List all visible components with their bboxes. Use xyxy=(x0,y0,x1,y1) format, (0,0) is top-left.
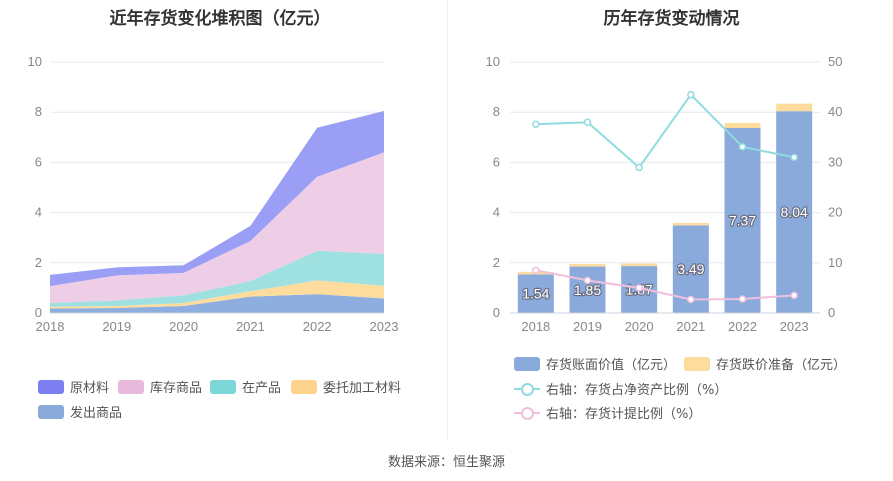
left-y-tick-label: 0 xyxy=(35,305,42,320)
line-point xyxy=(790,153,798,162)
legend-label: 右轴：存货占净资产比例（%） xyxy=(546,383,728,398)
left-x-tick-label: 2020 xyxy=(169,319,198,334)
right-y2-tick-label: 20 xyxy=(828,205,842,220)
right-y2-tick-label: 50 xyxy=(828,54,842,69)
line-point xyxy=(583,276,592,285)
right-y-tick-label: 8 xyxy=(493,104,500,119)
legend-label: 委托加工材料 xyxy=(323,381,402,396)
bar-impairment-provision xyxy=(621,263,658,267)
legend-swatch xyxy=(684,356,710,371)
legend-item[interactable]: 存货跌价准备（亿元） xyxy=(684,354,846,373)
left-x-tick-label: 2018 xyxy=(36,319,65,334)
area-series-原材料 xyxy=(50,110,384,287)
legend-label: 存货账面价值（亿元） xyxy=(546,358,677,373)
legend-swatch xyxy=(514,356,540,371)
line-point xyxy=(635,284,643,292)
legend-label: 原材料 xyxy=(70,381,110,396)
right-y-tick-label: 0 xyxy=(493,305,500,320)
right-chart-title: 历年存货变动情况 xyxy=(603,9,740,29)
legend-item[interactable]: 发出商品 xyxy=(38,402,122,421)
line-point xyxy=(687,90,695,99)
line-point xyxy=(532,266,540,275)
legend-swatch xyxy=(291,379,317,394)
legend-label: 发出商品 xyxy=(70,406,123,421)
right-x-tick-label: 2022 xyxy=(728,319,757,334)
area-series-发出商品 xyxy=(50,294,384,313)
bar-value-label: 8.04 xyxy=(781,204,808,220)
right-x-tick-label: 2023 xyxy=(780,319,809,334)
bar-inventory-value xyxy=(569,266,606,313)
legend-item[interactable]: 存货账面价值（亿元） xyxy=(514,354,676,373)
right-x-tick-label: 2021 xyxy=(676,319,705,334)
left-x-tick-label: 2019 xyxy=(102,319,131,334)
left-y-tick-label: 2 xyxy=(35,255,42,270)
right-y2-tick-label: 0 xyxy=(828,305,835,320)
right-x-tick-label: 2019 xyxy=(573,319,602,334)
right-y2-tick-label: 40 xyxy=(828,104,842,119)
area-series-库存商品 xyxy=(50,152,384,303)
bar-inventory-value xyxy=(724,128,761,313)
bar-inventory-value xyxy=(517,274,554,313)
legend-label: 库存商品 xyxy=(150,381,203,396)
panel-divider xyxy=(447,0,448,440)
left-x-tick-label: 2021 xyxy=(236,319,265,334)
legend-item[interactable]: 库存商品 xyxy=(118,377,202,396)
line-point xyxy=(687,295,695,304)
left-chart-title: 近年存货变化堆积图（亿元） xyxy=(109,9,331,29)
bar-value-label: 1.54 xyxy=(522,286,549,302)
data-source: 数据来源：恒生聚源 xyxy=(387,455,505,470)
legend-swatch xyxy=(38,379,64,394)
legend-label: 存货跌价准备（亿元） xyxy=(716,358,847,373)
left-y-tick-label: 6 xyxy=(35,154,42,169)
legend-swatch xyxy=(118,379,144,394)
legend-swatch xyxy=(210,379,236,394)
line-point xyxy=(583,118,592,126)
bar-impairment-provision xyxy=(776,103,813,112)
legend-item[interactable]: 原材料 xyxy=(38,377,109,396)
right-y-tick-label: 6 xyxy=(493,154,500,169)
line-point xyxy=(532,120,540,128)
line-point xyxy=(738,295,747,303)
left-x-tick-label: 2022 xyxy=(303,319,332,334)
bar-impairment-provision xyxy=(672,222,709,226)
line-point xyxy=(790,291,798,300)
right-y-tick-label: 2 xyxy=(493,255,500,270)
legend-label: 在产品 xyxy=(242,381,282,396)
left-y-tick-label: 8 xyxy=(35,104,42,119)
legend-swatch xyxy=(38,404,64,419)
left-y-tick-label: 4 xyxy=(35,205,42,220)
bar-impairment-provision xyxy=(569,264,606,267)
area-series-委托加工材料 xyxy=(50,280,384,309)
bar-value-label: 7.37 xyxy=(729,213,756,229)
legend-item[interactable]: 委托加工材料 xyxy=(291,377,401,396)
right-y2-tick-label: 30 xyxy=(828,154,842,169)
right-y2-tick-label: 10 xyxy=(828,255,842,270)
line-point xyxy=(635,163,643,172)
bar-value-label: 3.49 xyxy=(677,261,704,277)
legend-item[interactable]: 在产品 xyxy=(210,377,281,396)
right-x-tick-label: 2018 xyxy=(521,319,550,334)
legend-item[interactable]: 右轴：存货计提比例（%） xyxy=(514,403,701,422)
right-x-tick-label: 2020 xyxy=(625,319,654,334)
line-series-右轴：存货计提比例（%） xyxy=(535,269,795,301)
right-y-tick-label: 4 xyxy=(493,205,500,220)
legend-swatch xyxy=(514,406,540,420)
legend-item[interactable]: 右轴：存货占净资产比例（%） xyxy=(514,379,727,398)
left-y-tick-label: 10 xyxy=(28,54,42,69)
legend-label: 右轴：存货计提比例（%） xyxy=(546,407,702,422)
line-point xyxy=(738,143,747,151)
area-series-在产品 xyxy=(50,250,384,307)
bar-inventory-value xyxy=(776,111,813,313)
left-x-tick-label: 2023 xyxy=(370,319,399,334)
right-y-tick-label: 10 xyxy=(486,54,500,69)
line-series-右轴：存货占净资产比例（%） xyxy=(535,93,795,169)
legend-swatch xyxy=(514,382,540,396)
bar-value-label: 1.85 xyxy=(574,282,601,298)
bar-impairment-provision xyxy=(724,122,761,129)
